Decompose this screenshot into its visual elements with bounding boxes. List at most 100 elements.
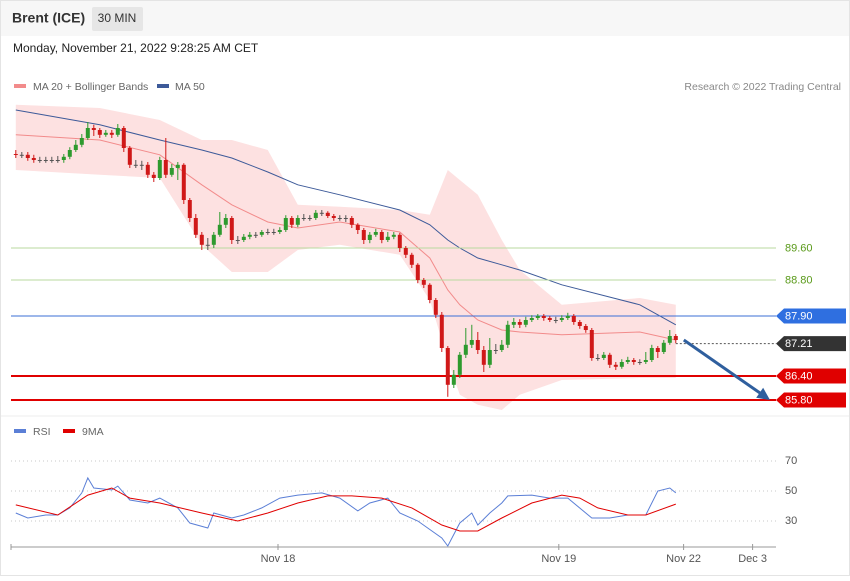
candle-body bbox=[13, 154, 18, 155]
candle-body bbox=[493, 350, 498, 351]
candle-body bbox=[247, 234, 252, 237]
price-tag bbox=[776, 368, 846, 384]
candle-body bbox=[187, 200, 192, 218]
instrument-title: Brent (ICE) bbox=[12, 10, 85, 26]
candle-body bbox=[463, 344, 468, 355]
legend-swatch bbox=[14, 429, 26, 433]
price-label: 89.60 bbox=[785, 242, 813, 254]
candle-body bbox=[367, 234, 372, 240]
candle-body bbox=[649, 348, 654, 360]
candle-body bbox=[271, 232, 276, 233]
candle-body bbox=[415, 264, 420, 280]
price-tag bbox=[776, 336, 846, 352]
projection-arrowhead bbox=[756, 387, 770, 400]
candle-body bbox=[211, 234, 216, 245]
candle-body bbox=[517, 322, 522, 325]
y-tick-label: 70 bbox=[785, 455, 797, 467]
candle-body bbox=[523, 320, 528, 325]
price-label: 88.80 bbox=[785, 274, 813, 286]
x-tick-label: Nov 19 bbox=[541, 553, 576, 565]
candle-body bbox=[181, 164, 186, 200]
candle-body bbox=[37, 160, 42, 161]
candle-body bbox=[409, 254, 414, 265]
price-tag bbox=[776, 392, 846, 408]
candle-body bbox=[79, 138, 84, 145]
candle-body bbox=[265, 232, 270, 233]
candle-body bbox=[19, 154, 24, 156]
interval-button[interactable] bbox=[92, 7, 143, 31]
candle-body bbox=[49, 160, 54, 161]
candle-body bbox=[529, 318, 534, 320]
candle-body bbox=[73, 144, 78, 150]
candle-body bbox=[613, 364, 618, 367]
candle-body bbox=[355, 224, 360, 230]
candle-body bbox=[301, 218, 306, 219]
legend-swatch bbox=[157, 84, 169, 88]
candle-body bbox=[499, 344, 504, 350]
candle-body bbox=[103, 132, 108, 135]
candle-body bbox=[445, 348, 450, 385]
candle-body bbox=[175, 164, 180, 168]
price-tag bbox=[776, 308, 846, 324]
candle-body bbox=[475, 340, 480, 350]
candle-body bbox=[169, 168, 174, 175]
candle-body bbox=[217, 224, 222, 235]
candle-body bbox=[433, 300, 438, 315]
candle-body bbox=[61, 156, 66, 160]
legend-label: MA 50 bbox=[175, 81, 205, 93]
candle-body bbox=[661, 342, 666, 352]
candle-body bbox=[541, 316, 546, 318]
moving-average bbox=[15, 109, 677, 326]
candle-body bbox=[337, 218, 342, 219]
candle-body bbox=[565, 316, 570, 318]
candle-body bbox=[163, 160, 168, 175]
candle-body bbox=[145, 164, 150, 175]
credit: Research © 2022 Trading Central bbox=[684, 81, 841, 93]
candle-body bbox=[331, 216, 336, 218]
candle-body bbox=[109, 132, 114, 135]
candle-body bbox=[673, 336, 678, 340]
candle-body bbox=[505, 324, 510, 345]
candle-body bbox=[307, 218, 312, 219]
y-tick-label: 30 bbox=[785, 515, 797, 527]
candle-body bbox=[205, 244, 210, 246]
y-tick-label: 50 bbox=[785, 485, 797, 497]
candle-body bbox=[607, 354, 612, 365]
candle-body bbox=[229, 218, 234, 240]
candle-body bbox=[151, 174, 156, 178]
candle-body bbox=[553, 320, 558, 321]
candle-body bbox=[25, 154, 30, 158]
candle-body bbox=[97, 130, 102, 135]
candle-body bbox=[397, 234, 402, 248]
price-label: 87.21 bbox=[785, 338, 813, 350]
indicator-line bbox=[15, 487, 676, 532]
candle-body bbox=[193, 218, 198, 235]
candle-body bbox=[43, 160, 48, 161]
interval-label[interactable]: 30 MIN bbox=[98, 11, 137, 25]
candle-body bbox=[385, 236, 390, 240]
candle-body bbox=[577, 322, 582, 326]
candle-body bbox=[259, 232, 264, 235]
projection-arrow bbox=[682, 338, 765, 397]
candle-body bbox=[643, 360, 648, 362]
legend-label: MA 20 + Bollinger Bands bbox=[33, 81, 148, 93]
candle-body bbox=[379, 232, 384, 240]
candle-body bbox=[199, 234, 204, 245]
candle-body bbox=[451, 374, 456, 385]
candle-body bbox=[121, 128, 126, 148]
candle-body bbox=[421, 280, 426, 285]
candle-body bbox=[403, 248, 408, 255]
candle-body bbox=[601, 354, 606, 358]
candle-body bbox=[319, 212, 324, 214]
candle-body bbox=[457, 354, 462, 375]
candle-body bbox=[361, 230, 366, 240]
legend-label: RSI bbox=[33, 426, 51, 438]
candle-body bbox=[349, 218, 354, 225]
candle-body bbox=[313, 212, 318, 218]
candle-body bbox=[535, 316, 540, 318]
candle-body bbox=[277, 230, 282, 232]
candle-body bbox=[637, 362, 642, 363]
candle-body bbox=[439, 314, 444, 348]
candle-body bbox=[85, 128, 90, 138]
candle-body bbox=[283, 218, 288, 230]
